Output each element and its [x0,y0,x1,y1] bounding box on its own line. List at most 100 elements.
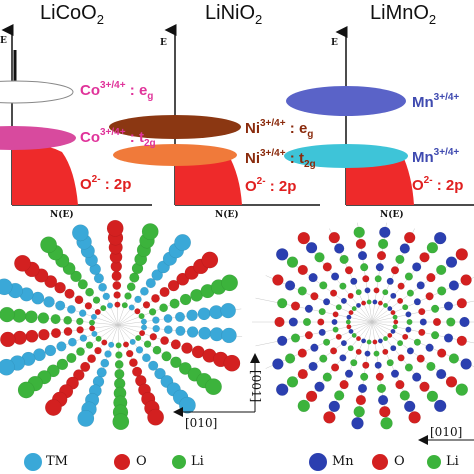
o-atom [418,328,426,336]
tm-atom [93,273,104,284]
tm-atom [174,234,192,251]
ni-t2g-band [113,144,237,166]
n-axis-label-3: N(E) [380,210,404,220]
tm-atom [102,292,111,301]
li-atom [138,313,145,320]
li-atom [323,338,331,346]
li-atom [373,350,380,357]
bond-line [265,321,373,369]
mn-atom [364,287,371,294]
o-atom [362,361,370,369]
o-atom [151,293,160,303]
li-atom [129,272,140,283]
mn-atom [276,248,289,261]
o-atom [355,348,362,355]
mn-atom [339,354,347,362]
li-atom [366,299,372,305]
e-axis-label-2: E [160,38,167,48]
li-atom [436,264,447,276]
axis-010-arrow [173,407,183,417]
o-atom [335,333,342,340]
o-atom [170,339,181,350]
co-t2g-label: Co3+/4+ : t2g [80,127,156,149]
li-atom [114,368,125,380]
panel-licoo2 [0,24,152,206]
mn-atom [416,281,425,290]
li-atom [112,413,130,431]
o-atom [332,311,339,318]
tm-atom [163,314,173,323]
e-axis-label-3: E [331,38,338,48]
o-atom [418,308,426,316]
o-atom [305,390,318,402]
tm-atom [152,324,160,333]
o-atom [355,238,367,250]
bond-line [371,321,441,405]
li-atom [95,335,102,342]
axis-001-arrow [250,353,260,363]
mn-atom [460,358,472,370]
tm-atom [100,358,110,368]
o-atom [297,231,310,245]
li-atom [85,287,95,297]
mn-atom [390,369,400,378]
li-atom [24,310,38,324]
li-atom [332,326,339,333]
legend-li-marker [172,455,186,469]
mn-atom [387,306,393,312]
bond-line [282,321,373,389]
mn-atom [390,292,397,299]
co-eg-band [0,80,74,104]
o-atom [297,348,307,358]
tm-atom [140,318,147,325]
li-atom [169,298,180,309]
tm-atom [108,341,115,348]
tm-atom [78,309,87,317]
co-t2g-band [0,126,76,150]
tm-atom [106,302,114,309]
mn-atom [361,338,367,344]
li-atom [290,333,301,343]
li-atom [50,314,61,325]
o-atom [460,274,472,286]
bond-line [329,228,373,323]
li-atom [63,315,73,325]
mn-atom [310,343,319,352]
ni-o2p-label: O2- : 2p [245,176,297,195]
mn-atom [364,350,371,357]
tm-atom [140,324,148,331]
o-atom [201,251,219,269]
mn-atom [386,277,394,285]
o-atom [147,408,165,426]
o-atom [328,231,340,244]
li-atom [319,354,328,363]
li-atom [152,345,162,355]
mn-atom [331,272,340,281]
mn-atom [374,361,382,369]
li-atom [88,319,96,326]
tm-atom [141,353,151,363]
o-atom [419,252,430,263]
o-atom [297,264,308,276]
li-atom [345,319,351,325]
li-atom [395,254,405,265]
li-atom [159,303,169,313]
o-atom [38,328,50,341]
mn-atom [340,340,347,347]
li-atom [314,252,325,263]
o-2p-band [12,145,78,205]
li-atom [382,289,389,296]
o-atom [84,302,93,310]
li-atom [143,340,152,348]
li-atom [402,304,409,311]
mn-atom [459,316,470,328]
mn-o2p-label: O2- : 2p [412,175,464,194]
mn-atom [445,256,458,268]
o-atom [355,336,362,342]
mn-atom [425,343,434,352]
o-atom [94,346,102,355]
legend-o-marker-right [372,454,388,470]
li-atom [376,383,387,394]
li-atom [347,345,354,352]
li-atom [448,353,460,364]
